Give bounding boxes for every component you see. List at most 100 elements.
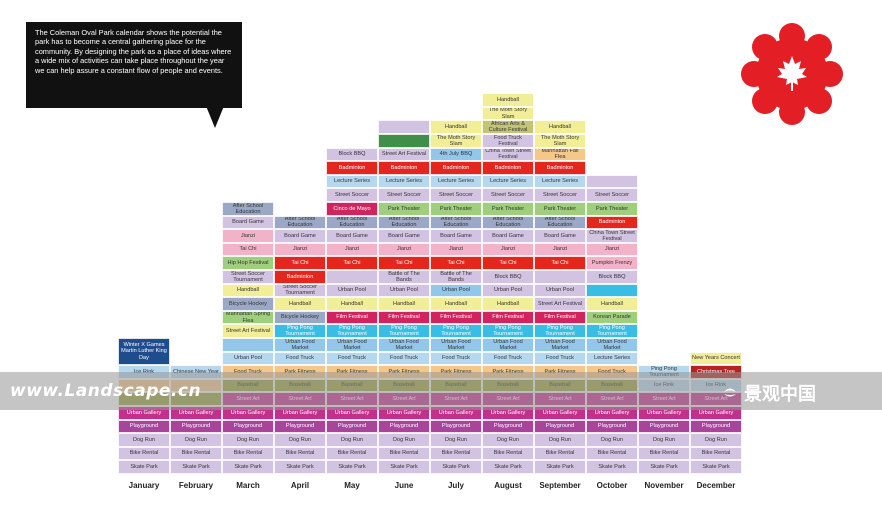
activity-cell: Film Festival xyxy=(326,310,378,325)
activity-cell: Jianzi xyxy=(430,242,482,257)
activity-cell: Food Truck Festival xyxy=(482,134,534,148)
activity-cell: Street Art Festival xyxy=(534,297,586,311)
watermark-chinese-text: 景观中国 xyxy=(744,384,816,404)
activity-cell: Bike Rental xyxy=(638,446,690,461)
activity-cell: Handball xyxy=(534,120,586,134)
activity-cell: Handball xyxy=(430,297,482,311)
activity-cell: Tai Chi xyxy=(430,256,482,270)
activity-cell: Board Game xyxy=(430,229,482,243)
activity-cell: Hip Hop Festival xyxy=(222,256,274,270)
month-label: September xyxy=(539,481,581,490)
activity-cell: Ping Pong Tournament xyxy=(378,324,430,338)
activity-cell: Playground xyxy=(586,419,638,434)
activity-cell: Urban Pool xyxy=(222,351,274,366)
activity-cell: Urban Food Market xyxy=(482,338,534,352)
activity-cell: Skate Park xyxy=(222,460,274,474)
activity-cell: Lecture Series xyxy=(586,351,638,366)
activity-cell: African Arts & Culture Festival xyxy=(482,120,534,134)
activity-cell: Playground xyxy=(222,419,274,434)
activity-cell: Food Truck xyxy=(378,351,430,366)
activity-cell: Urban Pool xyxy=(482,283,534,298)
activity-cell: Bike Rental xyxy=(118,446,170,461)
activity-cell: Dog Run xyxy=(326,433,378,447)
activity-cell: After School Education xyxy=(222,202,274,216)
activity-cell xyxy=(534,270,586,284)
activity-cell: Skate Park xyxy=(274,460,326,474)
activity-cell: Film Festival xyxy=(430,310,482,325)
activity-cell xyxy=(586,283,638,298)
activity-cell: Bike Rental xyxy=(482,446,534,461)
activity-cell: Block BBQ xyxy=(482,270,534,284)
activity-cell: Board Game xyxy=(274,229,326,243)
activity-cell: Street Soccer xyxy=(586,188,638,202)
activity-cell: Park Theater xyxy=(378,202,430,216)
activity-cell: Urban Food Market xyxy=(378,338,430,352)
activity-cell: After School Education xyxy=(430,215,482,230)
activity-cell: After School Education xyxy=(326,215,378,230)
activity-cell: Urban Food Market xyxy=(534,338,586,352)
month-label: February xyxy=(178,481,214,490)
activity-cell: Playground xyxy=(482,419,534,434)
activity-cell: Tai Chi xyxy=(326,256,378,270)
month-label: January xyxy=(128,481,160,490)
activity-cell: Urban Pool xyxy=(534,283,586,298)
activity-cell: Handball xyxy=(482,297,534,311)
activity-cell: Bicycle Hockey xyxy=(222,297,274,311)
activity-cell: Park Theater xyxy=(430,202,482,216)
activity-cell: China Town Street Festival xyxy=(586,229,638,243)
activity-cell: Park Theater xyxy=(534,202,586,216)
activity-cell: Urban Food Market xyxy=(326,338,378,352)
activity-cell: Dog Run xyxy=(430,433,482,447)
activity-cell: Lecture Series xyxy=(534,174,586,189)
activity-cell: Bike Rental xyxy=(430,446,482,461)
activity-cell: Board Game xyxy=(482,229,534,243)
activity-cell: Manhattan Spring Flea xyxy=(222,310,274,325)
activity-cell: Jianzi xyxy=(378,242,430,257)
activity-cell: Handball xyxy=(378,297,430,311)
activity-cell: Ping Pong Tournament xyxy=(430,324,482,338)
activity-cell: Dog Run xyxy=(170,433,222,447)
activity-cell: Urban Food Market xyxy=(274,338,326,352)
activity-cell: Korean Parade xyxy=(586,310,638,325)
activity-cell: Tai Chi xyxy=(274,256,326,270)
activity-cell: Food Truck xyxy=(430,351,482,366)
activity-cell xyxy=(378,134,430,148)
activity-cell: Food Truck xyxy=(326,351,378,366)
activity-cell: Badminton xyxy=(534,161,586,175)
activity-cell: Manhattan Fall Flea xyxy=(534,147,586,162)
activity-cell: Food Truck xyxy=(482,351,534,366)
activity-cell: Ping Pong Tournament xyxy=(482,324,534,338)
activity-cell: Lecture Series xyxy=(326,174,378,189)
activity-cell: The Moth Story Slam xyxy=(430,134,482,148)
activity-cell: Bike Rental xyxy=(326,446,378,461)
activity-cell: Park Theater xyxy=(482,202,534,216)
activity-cell: Bike Rental xyxy=(222,446,274,461)
activity-cell: Playground xyxy=(170,419,222,434)
activity-cell: Jianzi xyxy=(326,242,378,257)
activity-cell: After School Education xyxy=(482,215,534,230)
activity-cell: Lecture Series xyxy=(430,174,482,189)
watermark-text: www.Landscape.cn xyxy=(10,381,202,401)
activity-cell: Street Soccer xyxy=(430,188,482,202)
activity-cell: Dog Run xyxy=(586,433,638,447)
activity-cell: After School Education xyxy=(534,215,586,230)
activity-cell: Dog Run xyxy=(274,433,326,447)
description-text: The Coleman Oval Park calendar shows the… xyxy=(35,28,232,75)
activity-cell: Skate Park xyxy=(586,460,638,474)
activity-cell: Tai Chi xyxy=(222,242,274,257)
month-label: May xyxy=(344,481,360,490)
activity-cell: Ping Pong Tournament xyxy=(534,324,586,338)
activity-cell: Bike Rental xyxy=(534,446,586,461)
coleman-oval-park-logo xyxy=(741,23,843,125)
activity-cell: Battle of The Bands xyxy=(430,270,482,284)
activity-cell: Film Festival xyxy=(534,310,586,325)
month-label: June xyxy=(394,481,414,490)
activity-cell: Badminton xyxy=(430,161,482,175)
activity-cell: Badminton xyxy=(378,161,430,175)
activity-cell: 4th July BBQ xyxy=(430,147,482,162)
activity-cell: Pumpkin Frenzy xyxy=(586,256,638,270)
activity-cell: Jianzi xyxy=(534,242,586,257)
activity-cell: Lecture Series xyxy=(378,174,430,189)
activity-cell: Skate Park xyxy=(170,460,222,474)
